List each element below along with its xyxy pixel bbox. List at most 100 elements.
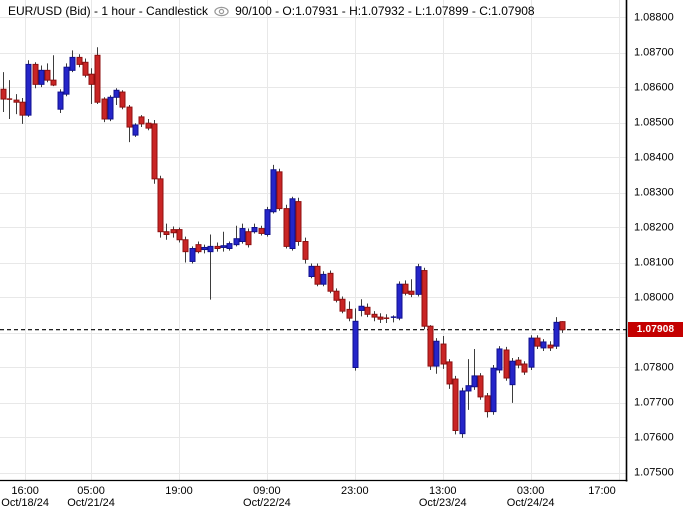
candle[interactable] <box>57 89 64 114</box>
candle[interactable] <box>88 68 95 104</box>
candle[interactable] <box>69 50 76 73</box>
candle[interactable] <box>82 58 89 78</box>
candle[interactable] <box>534 335 541 349</box>
candle[interactable] <box>44 63 51 83</box>
candle[interactable] <box>390 315 397 323</box>
candle[interactable] <box>6 80 13 119</box>
candle[interactable] <box>251 223 258 234</box>
candle[interactable] <box>264 206 271 237</box>
candle-body <box>471 375 478 388</box>
candle[interactable] <box>446 359 453 389</box>
candle[interactable] <box>415 263 422 297</box>
candle[interactable] <box>515 357 522 369</box>
candle[interactable] <box>333 288 340 303</box>
candle[interactable] <box>540 339 547 352</box>
candle[interactable] <box>553 317 560 349</box>
candle[interactable] <box>327 270 334 294</box>
candle[interactable] <box>440 336 447 369</box>
candle[interactable] <box>433 338 440 374</box>
candle[interactable] <box>396 281 403 321</box>
candle[interactable] <box>452 375 459 435</box>
candle[interactable] <box>459 387 466 438</box>
candle[interactable] <box>427 325 434 370</box>
candle[interactable] <box>283 204 290 249</box>
candle[interactable] <box>113 88 120 105</box>
candle[interactable] <box>358 299 365 317</box>
candle[interactable] <box>176 227 183 243</box>
candle[interactable] <box>547 341 554 352</box>
candle[interactable] <box>308 263 315 279</box>
candle[interactable] <box>408 279 415 298</box>
candle[interactable] <box>170 226 177 238</box>
candle-body <box>170 229 177 234</box>
candle[interactable] <box>63 63 70 97</box>
candle[interactable] <box>107 95 114 122</box>
candle[interactable] <box>245 228 252 248</box>
candle[interactable] <box>189 246 196 264</box>
candle[interactable] <box>76 54 83 68</box>
candle[interactable] <box>484 393 491 418</box>
candle[interactable] <box>126 105 133 143</box>
price-axis-labels[interactable]: 1.08800 1.08700 1.08600 1.08500 1.08400 1.083… <box>634 12 674 479</box>
candle[interactable] <box>477 373 484 400</box>
candle[interactable] <box>465 359 472 410</box>
candle[interactable] <box>509 358 516 403</box>
candle[interactable] <box>195 241 202 254</box>
candle[interactable] <box>276 168 283 211</box>
candle[interactable] <box>94 47 101 104</box>
candle[interactable] <box>163 223 170 240</box>
candle[interactable] <box>528 335 535 370</box>
candle[interactable] <box>490 365 497 415</box>
candle[interactable] <box>138 115 145 128</box>
candle[interactable] <box>233 225 240 247</box>
candles-layer[interactable] <box>0 47 566 438</box>
candle[interactable] <box>503 346 510 381</box>
candle[interactable] <box>151 120 158 184</box>
candle[interactable] <box>289 196 296 251</box>
visibility-eye-icon[interactable] <box>214 6 229 17</box>
candle[interactable] <box>220 231 227 252</box>
candle[interactable] <box>101 97 108 123</box>
candle[interactable] <box>496 346 503 374</box>
candle[interactable] <box>25 60 32 117</box>
candle[interactable] <box>132 123 139 137</box>
candle-body <box>0 88 7 100</box>
candle[interactable] <box>207 234 214 300</box>
candle[interactable] <box>377 313 384 324</box>
candle[interactable] <box>145 119 152 131</box>
candle[interactable] <box>270 164 277 214</box>
candle[interactable] <box>421 267 428 330</box>
candle[interactable] <box>521 361 528 375</box>
candle[interactable] <box>201 244 208 254</box>
candle[interactable] <box>19 98 26 124</box>
candle[interactable] <box>38 65 45 88</box>
candle[interactable] <box>157 175 164 238</box>
candle[interactable] <box>471 348 478 390</box>
candle[interactable] <box>302 237 309 264</box>
candle[interactable] <box>402 280 409 296</box>
candle[interactable] <box>295 197 302 246</box>
candle[interactable] <box>339 296 346 314</box>
candle[interactable] <box>13 94 20 115</box>
candle[interactable] <box>258 225 265 236</box>
candle[interactable] <box>32 62 39 89</box>
candle[interactable] <box>371 311 378 322</box>
candle[interactable] <box>559 321 566 333</box>
candle[interactable] <box>182 236 189 263</box>
candle[interactable] <box>0 72 7 112</box>
candle[interactable] <box>239 223 246 244</box>
candle-body <box>402 283 409 294</box>
candle-body <box>270 169 277 213</box>
candle[interactable] <box>320 271 327 287</box>
candle[interactable] <box>352 308 359 371</box>
candle[interactable] <box>214 242 221 252</box>
candle[interactable] <box>119 90 126 110</box>
candle[interactable] <box>346 301 353 322</box>
candle[interactable] <box>226 241 233 251</box>
candle[interactable] <box>364 303 371 318</box>
candle[interactable] <box>50 55 57 87</box>
candle[interactable] <box>383 314 390 324</box>
candle[interactable] <box>314 263 321 287</box>
